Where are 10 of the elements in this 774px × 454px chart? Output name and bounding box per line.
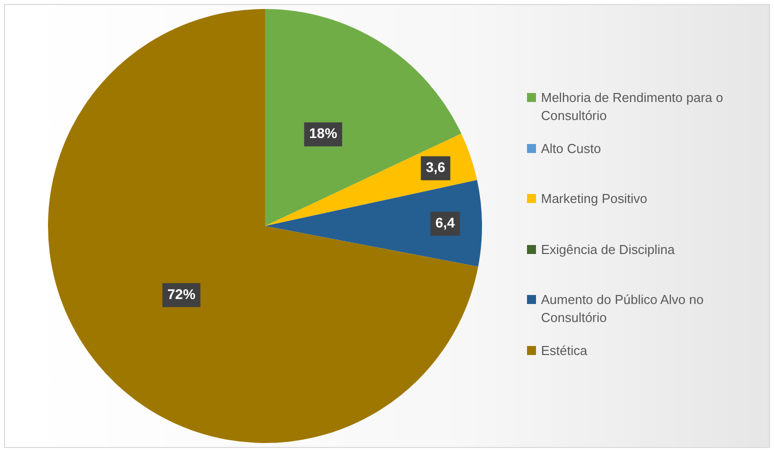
data-label: 72% xyxy=(167,286,196,302)
legend-label: Exigência de Disciplina xyxy=(541,240,675,258)
legend-label: Melhoria de Rendimento para o Consultório xyxy=(541,89,724,125)
data-label: 18% xyxy=(309,125,338,142)
data-label: 6,4 xyxy=(435,214,456,231)
legend-label: Marketing Positivo xyxy=(541,190,648,208)
legend-label: Alto Custo xyxy=(541,140,601,158)
legend-label: Estética xyxy=(541,342,588,360)
legend-label: Aumento do Público Alvo no Consultório xyxy=(541,291,705,327)
data-label: 3,6 xyxy=(426,159,446,176)
